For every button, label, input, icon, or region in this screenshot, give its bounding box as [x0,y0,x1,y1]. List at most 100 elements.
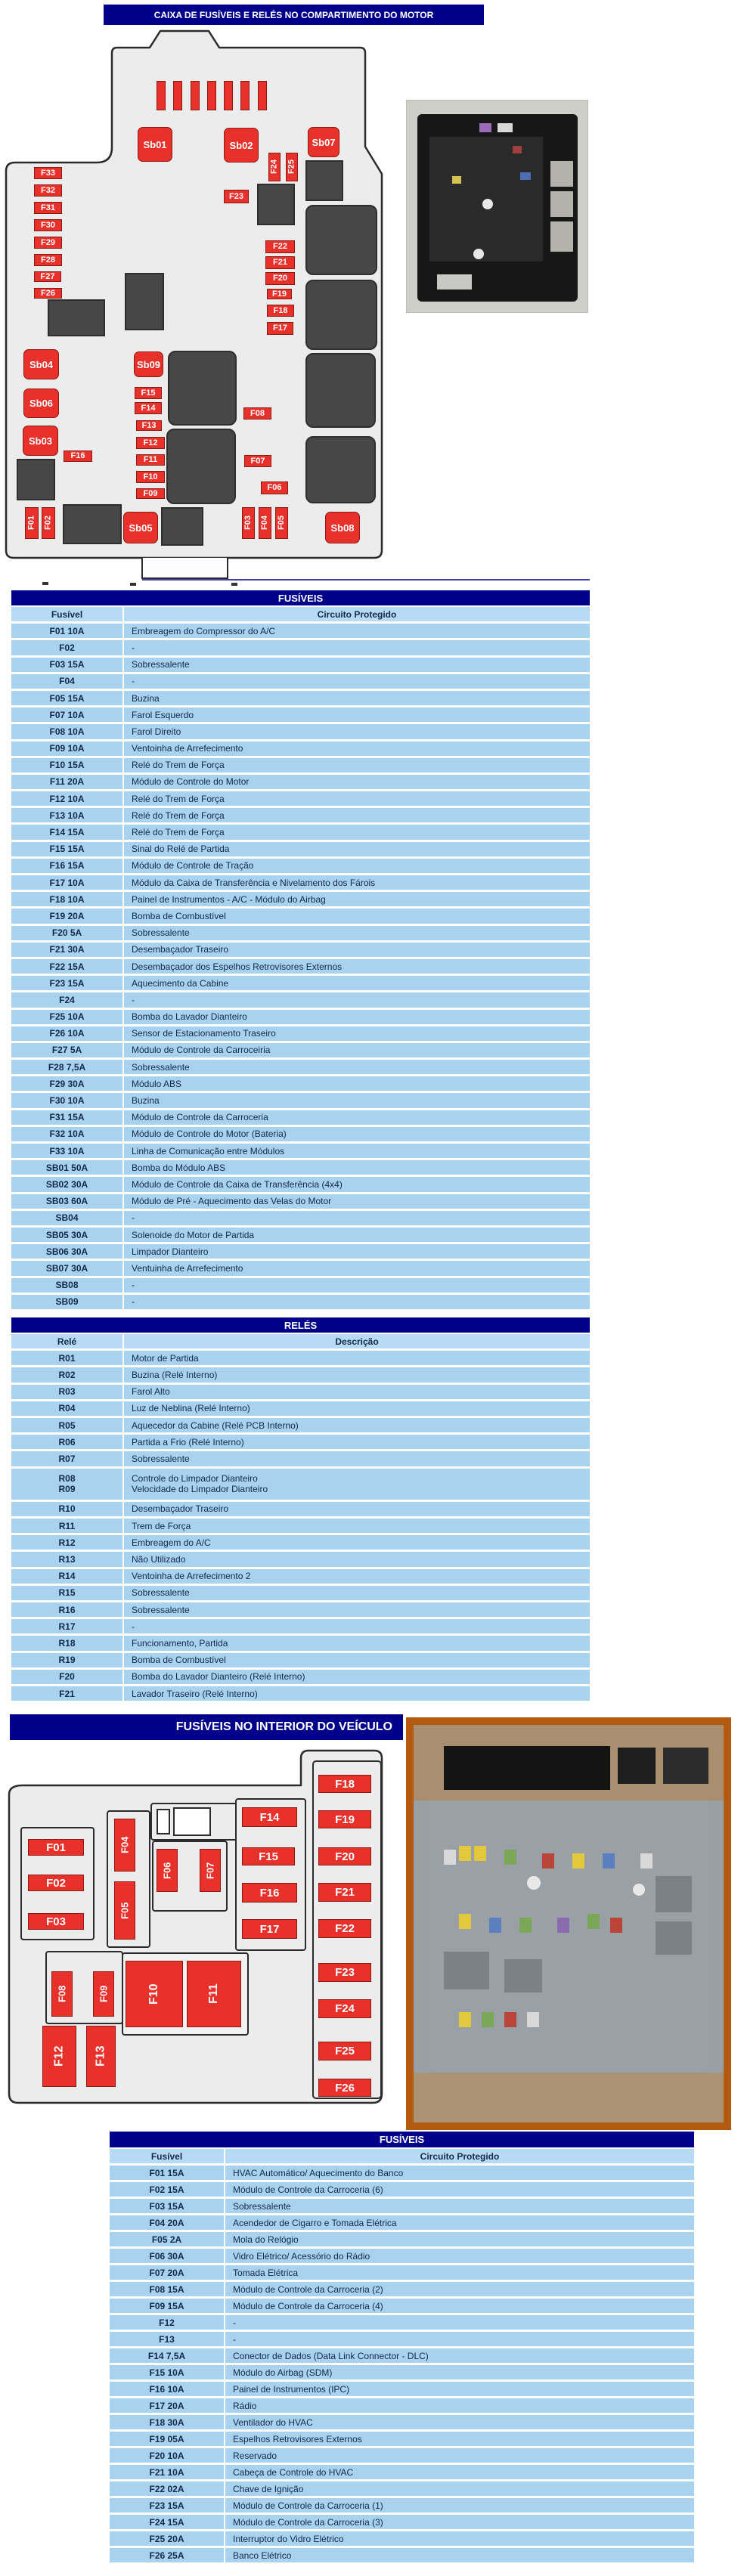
circuit-cell: Módulo de Controle da Carroceria (4) [225,2299,694,2313]
circuit-cell: Painel de Instrumentos - A/C - Módulo do… [124,892,590,907]
circuit-cell: Bomba do Módulo ABS [124,1160,590,1175]
circuit-cell: Reservado [225,2448,694,2463]
section2-title-bar: FUSÍVEIS NO INTERIOR DO VEÍCULO [10,1714,403,1740]
cell-line: Módulo de Controle da Carroceria (6) [233,2184,383,2195]
fuse-cell: F29 30A [11,1076,122,1091]
circuit-cell: Aquecedor da Cabine (Relé PCB Interno) [124,1417,590,1433]
fuse-label-f22: F22 [318,1919,371,1938]
fuse-label-f18: F18 [318,1775,371,1793]
circuit-cell: Módulo de Controle da Caixa de Transferê… [124,1177,590,1192]
circuit-cell: Farol Alto [124,1384,590,1399]
fuse-cell: SB04 [11,1210,122,1225]
cell-line: Funcionamento, Partida [132,1637,228,1649]
cell-line: Lavador Traseiro (Relé Interno) [132,1688,258,1699]
table-row: F24 15A Módulo de Controle da Carroceria … [110,2515,694,2529]
table-row: F09 10A Ventoinha de Arrefecimento [11,741,590,756]
circuit-cell: Embreagem do Compressor do A/C [124,624,590,639]
cell-line: F26 10A [49,1028,85,1039]
fuse-cell: F07 10A [11,707,122,723]
column-header: Fusível [11,607,122,622]
circuit-cell: HVAC Automático/ Aquecimento do Banco [225,2166,694,2180]
fuse-label-sb02: Sb02 [224,128,259,163]
cell-line: F22 02A [149,2483,184,2494]
cell-line: Vidro Elétrico/ Acessório do Rádio [233,2250,370,2262]
cell-line: Não Utilizado [132,1554,186,1565]
cell-line: R01 [58,1352,76,1364]
cell-line: F20 10A [149,2450,184,2461]
cell-line: Módulo da Caixa de Transferência e Nivel… [132,877,376,888]
cell-line: R15 [58,1587,76,1599]
table-row: SB01 50A Bomba do Módulo ABS [11,1160,590,1175]
circuit-cell: Bomba de Combustível [124,1652,590,1667]
cell-line: R07 [58,1453,76,1464]
cell-line: F20 5A [51,927,82,939]
circuit-cell: Ventuinha de Arrefecimento [124,1261,590,1276]
circuit-cell: Painel de Instrumentos (IPC) [225,2382,694,2396]
circuit-cell: Módulo de Controle do Motor (Bateria) [124,1126,590,1141]
cell-line: Módulo de Controle do Motor [132,776,250,788]
cell-line: Sobressalente [132,659,190,670]
table-row: F01 10A Embreagem do Compressor do A/C [11,624,590,639]
fuse-label-f22: F22 [265,240,295,253]
fuse-cell: F04 [11,673,122,689]
table-row: R17 - [11,1619,590,1634]
cell-line: Painel de Instrumentos (IPC) [233,2383,350,2395]
cell-line: Sobressalente [132,1604,190,1615]
fuse-label-sb05: Sb05 [123,512,158,543]
fuse-cell: F05 2A [110,2232,224,2246]
circuit-cell: Módulo do Airbag (SDM) [225,2365,694,2379]
cell-line: F10 15A [49,760,85,771]
fuse-cell: SB05 30A [11,1227,122,1243]
fuse-cell: F01 10A [11,624,122,639]
cell-line: Tomada Elétrica [233,2267,299,2278]
fuse-label-sb04: Sb04 [23,349,59,379]
circuit-cell: Limpador Dianteiro [124,1244,590,1259]
table-row: F01 15A HVAC Automático/ Aquecimento do B… [110,2166,694,2180]
fuse-cell: F31 15A [11,1110,122,1125]
fuse-cell: R13 [11,1552,122,1567]
circuit-cell: Espelhos Retrovisores Externos [225,2432,694,2446]
fuse-label-f08: F08 [51,1971,73,2017]
fuse-label-f04: F04 [259,507,271,539]
cell-line: SB07 30A [45,1262,88,1274]
table-row: SB07 30A Ventuinha de Arrefecimento [11,1261,590,1276]
table-row: F29 30A Módulo ABS [11,1076,590,1091]
fuse-cell: F23 15A [110,2498,224,2513]
fuse-label-f03: F03 [242,507,255,539]
fuse-label-f29: F29 [34,237,62,249]
table-row: F21 Lavador Traseiro (Relé Interno) [11,1686,590,1701]
cell-line: Velocidade do Limpador Dianteiro [132,1484,268,1495]
relay-block [257,184,295,225]
fuse-cell: F02 15A [110,2182,224,2197]
circuit-cell: Linha de Comunicação entre Módulos [124,1144,590,1159]
cell-line: Reservado [233,2450,277,2461]
fuse-slot-bar [207,81,216,110]
cell-line: R11 [58,1520,76,1531]
circuit-cell: Relé do Trem de Força [124,791,590,807]
photo-interior-fusebox [406,1717,731,2130]
cell-line: Módulo de Controle da Caixa de Transferê… [132,1178,343,1190]
engine-relays-table: RELÉS Relé Descrição R01 Motor de Partida R02… [11,1317,590,1703]
circuit-cell: Desembaçador dos Espelhos Retrovisores E… [124,958,590,974]
fuse-cell: F16 10A [110,2382,224,2396]
cell-line: R12 [58,1537,76,1548]
fuse-cell: F18 10A [11,892,122,907]
circuit-cell: Sinal do Relé de Partida [124,841,590,856]
column-header: Circuito Protegido [225,2149,694,2163]
cell-line: Módulo de Controle da Carroceria (1) [233,2500,383,2511]
cell-line: F18 30A [149,2417,184,2428]
cell-line: R06 [58,1436,76,1447]
fuse-label-f24: F24 [268,153,281,181]
fuse-label-f23: F23 [318,1963,371,1982]
cell-line: F15 15A [49,844,85,855]
cell-line: Buzina [132,1095,160,1107]
fuse-cell: F25 20A [110,2531,224,2546]
cell-line: Ventilador do HVAC [233,2417,313,2428]
table-row: F28 7,5A Sobressalente [11,1060,590,1075]
circuit-cell: Módulo de Controle de Tração [124,858,590,873]
cell-line: - [132,994,135,1005]
fuse-label-f28: F28 [34,254,62,266]
photo-detail [603,1853,615,1869]
fuse-cell: F24 [11,992,122,1008]
table-row: F02 15A Módulo de Controle da Carroceria … [110,2182,694,2197]
